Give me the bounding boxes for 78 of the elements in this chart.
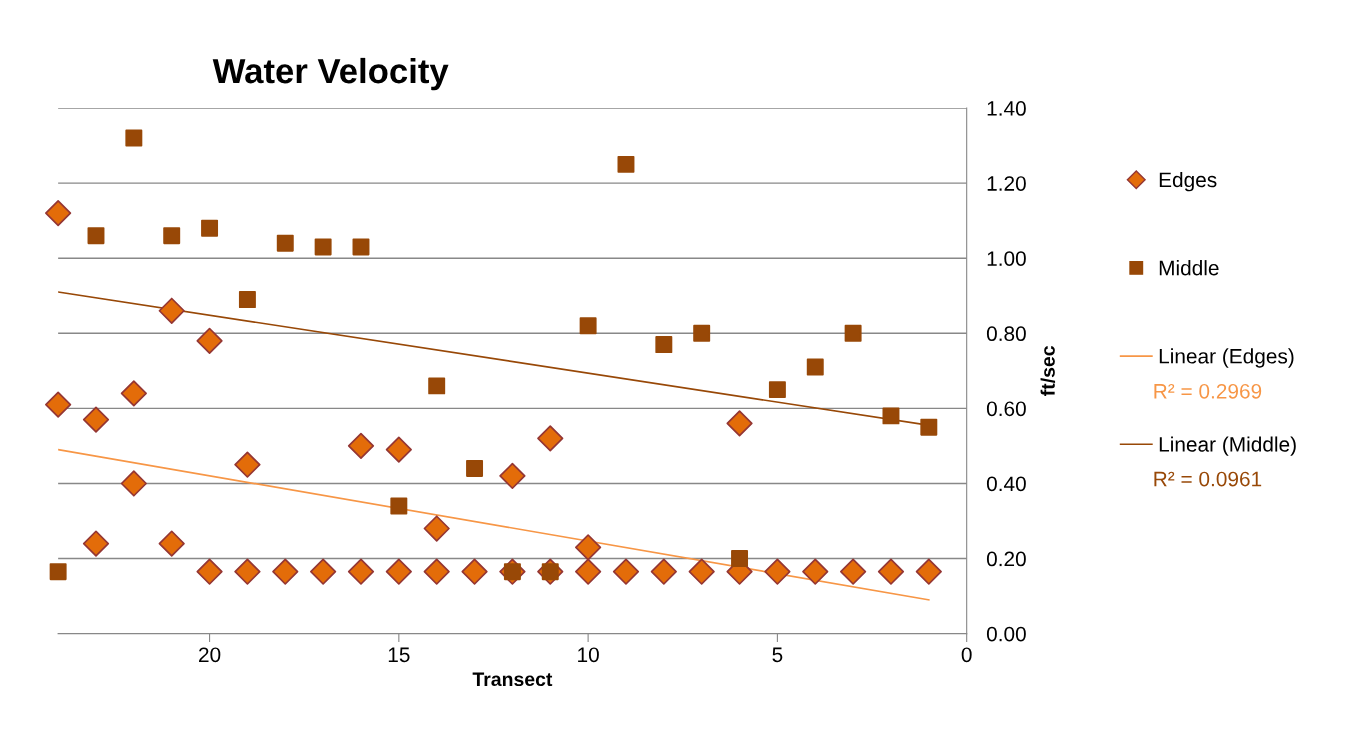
legend-label: Edges [1159, 171, 1217, 192]
y-tick-label: 1.40 [987, 101, 1026, 116]
point [347, 432, 375, 460]
y-tick-label: 0.40 [986, 476, 1026, 492]
point [617, 155, 635, 173]
point [428, 377, 446, 395]
y-tick-label: 1.20 [987, 176, 1026, 191]
point [125, 129, 143, 147]
point [537, 425, 564, 452]
point [844, 324, 862, 342]
point [499, 462, 526, 490]
point [806, 358, 824, 376]
point [650, 558, 677, 585]
point [579, 317, 597, 335]
point [120, 380, 147, 407]
point [276, 234, 294, 252]
legend-label: Linear (Edges) [1159, 348, 1294, 368]
point [201, 219, 219, 237]
x-axis-title: Transect [472, 672, 553, 687]
point [314, 238, 332, 256]
point [726, 410, 753, 437]
point [612, 558, 640, 585]
point [655, 336, 673, 354]
text: R² = 0.2969 [1154, 383, 1262, 399]
y-tick-label: 0.60 [986, 401, 1026, 417]
point [731, 550, 749, 568]
point [693, 324, 711, 342]
y-tick-label: 0.00 [986, 626, 1026, 642]
point [347, 558, 375, 585]
point [310, 558, 337, 585]
point [352, 238, 370, 256]
point [196, 327, 223, 354]
x-tick-label: 5 [772, 647, 783, 663]
point [768, 381, 786, 399]
point [764, 558, 791, 585]
point [423, 515, 450, 542]
point [49, 563, 67, 581]
point [238, 291, 256, 308]
point [158, 297, 185, 324]
legend-label: Linear (Middle) [1159, 436, 1296, 456]
point [163, 227, 181, 245]
point [196, 558, 223, 585]
point [120, 470, 147, 497]
point [877, 558, 905, 585]
point [45, 391, 72, 418]
chart-title: Water Velocity [212, 57, 449, 91]
y-axis-title: ft/sec [1040, 346, 1056, 396]
x-tick-label: 15 [388, 647, 410, 663]
point [158, 530, 185, 557]
point [466, 459, 484, 477]
point [87, 227, 105, 245]
point [423, 558, 450, 585]
text: R² = 0.0961 [1154, 471, 1262, 487]
point [234, 558, 261, 585]
point [385, 558, 412, 585]
point [82, 406, 110, 433]
point [390, 497, 408, 515]
point [840, 558, 867, 585]
point [920, 418, 938, 436]
x-tick-label: 10 [578, 647, 599, 663]
point [688, 558, 715, 585]
point [385, 436, 412, 463]
point [234, 451, 261, 478]
point [802, 558, 829, 585]
point [461, 558, 488, 585]
legend-label: Middle [1159, 260, 1219, 276]
x-tick-label: 20 [199, 647, 221, 663]
y-tick-label: 0.80 [986, 326, 1026, 342]
y-tick-label: 0.20 [986, 551, 1026, 567]
point [575, 534, 602, 561]
point [272, 558, 299, 585]
y-tick-label: 1.00 [987, 251, 1026, 266]
x-tick-label: 0 [961, 647, 972, 663]
point [575, 558, 602, 585]
point [882, 407, 900, 425]
point [82, 530, 110, 557]
point [915, 558, 942, 585]
point [45, 200, 72, 227]
